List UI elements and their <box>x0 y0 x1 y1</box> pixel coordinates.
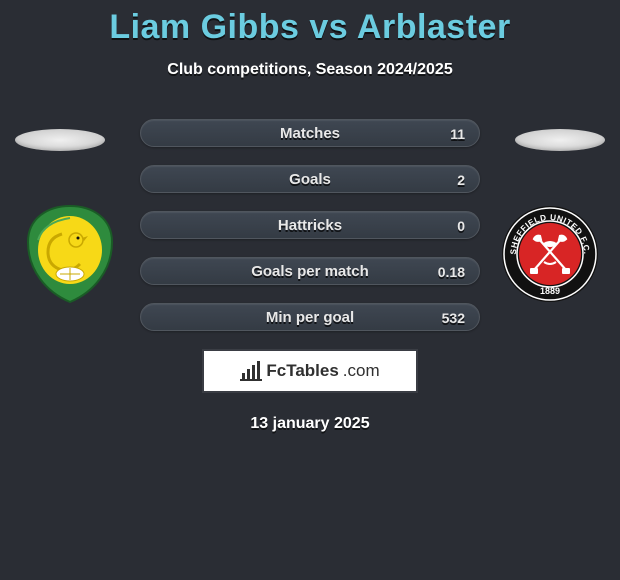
stat-row-goals-per-match: Goals per match 0.18 <box>140 257 480 285</box>
brand-name: FcTables <box>266 361 338 381</box>
bar-chart-icon <box>240 361 262 381</box>
stat-label: Min per goal <box>141 304 479 332</box>
player-avatar-left <box>15 129 105 151</box>
stat-row-hattricks: Hattricks 0 <box>140 211 480 239</box>
norwich-crest-icon <box>20 204 120 304</box>
stat-value: 0.18 <box>438 258 465 286</box>
date-label: 13 january 2025 <box>0 415 620 433</box>
comparison-content: SHEFFIELD UNITED F.C. 1889 Matches 11 Go… <box>0 119 620 433</box>
stat-row-goals: Goals 2 <box>140 165 480 193</box>
page-title: Liam Gibbs vs Arblaster <box>0 0 620 47</box>
team-crest-left <box>20 204 120 304</box>
stat-label: Goals per match <box>141 258 479 286</box>
stat-label: Matches <box>141 120 479 148</box>
player-avatar-right <box>515 129 605 151</box>
brand-box[interactable]: FcTables.com <box>202 349 418 393</box>
stat-rows: Matches 11 Goals 2 Hattricks 0 Goals per… <box>140 119 480 331</box>
svg-text:1889: 1889 <box>540 286 560 296</box>
stat-value: 11 <box>450 120 465 148</box>
sheffield-crest-icon: SHEFFIELD UNITED F.C. 1889 <box>500 204 600 304</box>
stat-label: Goals <box>141 166 479 194</box>
stat-label: Hattricks <box>141 212 479 240</box>
stat-row-matches: Matches 11 <box>140 119 480 147</box>
stat-value: 532 <box>442 304 465 332</box>
stat-value: 0 <box>457 212 465 240</box>
subtitle: Club competitions, Season 2024/2025 <box>0 61 620 79</box>
stat-value: 2 <box>457 166 465 194</box>
brand-domain: .com <box>343 361 380 381</box>
team-crest-right: SHEFFIELD UNITED F.C. 1889 <box>500 204 600 304</box>
stat-row-min-per-goal: Min per goal 532 <box>140 303 480 331</box>
